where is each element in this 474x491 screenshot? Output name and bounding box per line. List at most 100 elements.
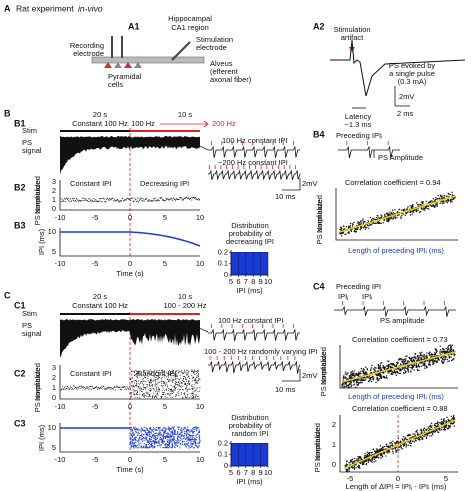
y-tick-label: 2 <box>52 373 56 382</box>
trace1: 100 Hz constant IPI <box>218 316 283 325</box>
amplitude-dot <box>92 200 94 202</box>
amplitude-dot <box>89 200 91 202</box>
amplitude-dot <box>141 394 143 396</box>
axes <box>59 180 200 211</box>
scatter-point <box>409 205 411 207</box>
ipi-dot <box>135 445 137 447</box>
region: CA1 region <box>171 23 209 32</box>
ipi-dot <box>135 441 137 443</box>
amplitude-dot <box>142 380 144 382</box>
amplitude-dot <box>173 389 175 391</box>
amplitude-dot <box>186 394 188 396</box>
amplitude-dot <box>66 388 68 390</box>
amplitude-dot <box>154 372 156 374</box>
scatter-point <box>383 219 385 222</box>
y-tick-label: 1 <box>332 440 336 449</box>
scatter-point <box>365 366 367 368</box>
amplitude-dot <box>147 200 149 202</box>
scatter-point <box>430 426 433 429</box>
amplitude-dot <box>181 380 183 382</box>
panel-label: B <box>4 108 11 118</box>
scatter-point <box>413 355 415 358</box>
amplitude-dot <box>163 374 165 376</box>
scatter-point <box>375 370 377 373</box>
amplitude-dot <box>155 395 157 397</box>
amplitude-dot <box>74 200 76 202</box>
amplitude-dot <box>182 378 184 380</box>
amplitude-dot <box>158 389 160 391</box>
amplitude-dot <box>164 396 166 398</box>
spike-trace <box>208 169 301 181</box>
scatter-point <box>399 359 401 361</box>
scatter-point <box>359 456 361 459</box>
amplitude-dot <box>175 198 177 200</box>
ipi-dot <box>168 429 171 432</box>
axes <box>335 188 458 241</box>
scatter-point <box>438 422 441 424</box>
scatter-point <box>446 416 448 419</box>
ipi-dot <box>147 434 149 437</box>
scatter-point <box>435 425 437 427</box>
amplitude-dot <box>110 199 112 201</box>
amplitude-dot <box>164 383 166 385</box>
ipi-dot <box>192 439 194 441</box>
ipi-dot <box>187 445 189 447</box>
amplitude-dot <box>101 387 103 389</box>
amplitude-dot <box>173 373 175 375</box>
amplitude-dot <box>171 369 173 371</box>
amplitude-dot <box>135 393 137 395</box>
ipi-dot <box>136 427 138 429</box>
amplitude-dot <box>166 397 168 399</box>
x-tick-label: -5 <box>92 259 99 268</box>
scatter-point <box>417 203 419 206</box>
ipi-dot <box>156 436 158 439</box>
ipi-dot <box>164 432 166 435</box>
amplitude-dot <box>158 388 160 390</box>
amplitude-dot <box>199 198 201 200</box>
scatter-point <box>399 369 402 371</box>
scatter-point <box>360 368 363 370</box>
amplitude-dot <box>167 372 169 374</box>
scatter-point <box>429 204 431 206</box>
amplitude-dot <box>196 198 198 200</box>
scatter-point <box>451 198 454 201</box>
amplitude-dot <box>157 381 159 383</box>
ipi-dot <box>156 445 159 447</box>
amplitude-dot <box>137 377 139 379</box>
ipi-dot <box>173 438 176 440</box>
scatter-point <box>359 220 362 223</box>
axes <box>59 365 200 400</box>
amplitude-dot <box>136 376 138 378</box>
ipi-dot <box>158 439 160 442</box>
ipi-dot <box>146 432 148 434</box>
amplitude-dot <box>67 197 69 199</box>
x-tick-label: 10 <box>196 259 204 268</box>
amplitude-dot <box>141 391 143 393</box>
ipi-dot <box>158 438 161 440</box>
scatter-point <box>404 214 406 216</box>
ipi-dot <box>146 428 148 430</box>
scatter-point <box>392 363 394 365</box>
scatter-point <box>402 367 404 369</box>
ipi-dot <box>153 433 155 435</box>
scatter-point <box>351 225 354 227</box>
amplitude-dot <box>170 391 172 393</box>
x-tick-label: 8 <box>251 277 255 286</box>
amplitude-dot <box>61 200 63 202</box>
scatter-point <box>357 381 359 384</box>
scatter-point <box>344 382 346 384</box>
ipi-dot <box>138 443 140 446</box>
y-tick-label: 1 <box>52 383 56 392</box>
ipi-dot <box>198 442 200 444</box>
amplitude-dot <box>138 386 140 388</box>
scatter-point <box>371 459 373 461</box>
scatter-point <box>418 433 420 435</box>
amplitude-dot <box>155 383 157 385</box>
ipi-dot <box>151 429 153 431</box>
amplitude-dot <box>121 389 123 391</box>
amplitude-dot <box>163 370 165 372</box>
scatter-point <box>406 435 409 437</box>
ipi-dot <box>130 433 132 435</box>
scatter-point <box>346 469 348 471</box>
ipi-dot <box>136 444 138 446</box>
